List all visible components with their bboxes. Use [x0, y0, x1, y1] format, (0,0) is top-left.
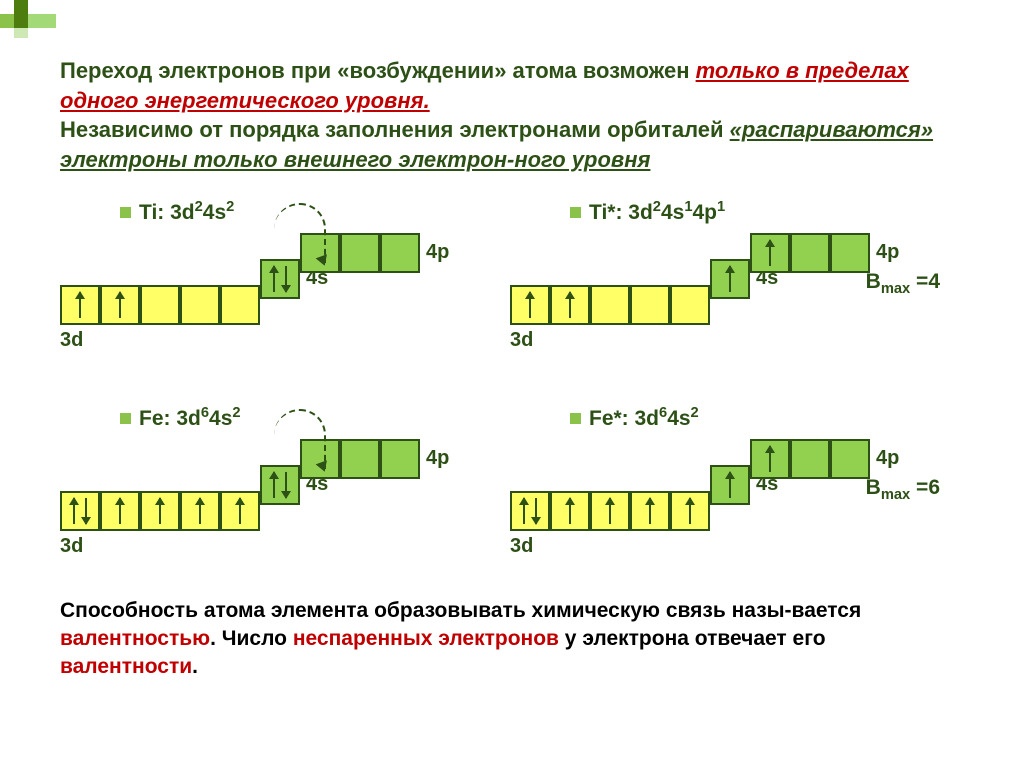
- orbital-box-3d: [60, 285, 100, 325]
- orbital-box-3d: [100, 285, 140, 325]
- orbital-box-4s: [710, 465, 750, 505]
- footer-r3: валентности: [60, 655, 192, 678]
- orbital-box-4s: [260, 259, 300, 299]
- orbital-box-3d: [630, 285, 670, 325]
- footer-p1: Способность атома элемента образовывать …: [60, 599, 861, 622]
- orbital-box-4s: [260, 465, 300, 505]
- formula-label: Fe: 3d64s2: [120, 405, 241, 431]
- formula-label: Fe*: 3d64s2: [570, 405, 699, 431]
- orbital-cell: Fe: 3d64s23d4s4p: [60, 405, 490, 575]
- excitation-arrow: [274, 203, 326, 263]
- orbital-box-4p: [340, 439, 380, 479]
- orbital-box-3d: [510, 285, 550, 325]
- diagram-0: Ti: 3d24s23d4s4p: [60, 199, 490, 369]
- footer-p3: у электрона отвечает его: [559, 627, 826, 650]
- orbital-box-4p: [790, 233, 830, 273]
- diagram-3: Fe*: 3d64s23d4s4pВmax =6: [510, 405, 940, 575]
- excitation-arrow: [274, 409, 326, 469]
- orbital-box-3d: [630, 491, 670, 531]
- orbital-label-3d: 3d: [510, 329, 533, 352]
- formula-label: Ti*: 3d24s14p1: [570, 199, 725, 225]
- footer-p2: . Число: [210, 627, 293, 650]
- orbital-label-4p: 4p: [876, 447, 899, 470]
- orbital-box-3d: [510, 491, 550, 531]
- slide-content: Переход электронов при «возбуждении» ато…: [0, 0, 1024, 702]
- orbital-label-3d: 3d: [60, 329, 83, 352]
- orbital-box-4p: [750, 233, 790, 273]
- orbital-box-3d: [180, 285, 220, 325]
- orbital-cell: Ti*: 3d24s14p13d4s4p: [510, 199, 858, 369]
- orbital-label-4p: 4p: [426, 447, 449, 470]
- bullet-icon: [120, 413, 131, 424]
- valence-max-label: Вmax =6: [866, 476, 940, 503]
- orbital-box-3d: [590, 491, 630, 531]
- orbital-box-3d: [220, 491, 260, 531]
- orbital-box-3d: [670, 285, 710, 325]
- orbital-box-3d: [60, 491, 100, 531]
- orbital-box-4p: [830, 439, 870, 479]
- footer-r2: неспаренных электронов: [293, 627, 559, 650]
- orbital-box-3d: [140, 285, 180, 325]
- footer-text: Способность атома элемента образовывать …: [60, 597, 964, 682]
- corner-decoration: [0, 0, 60, 40]
- footer-p4: .: [192, 655, 198, 678]
- orbital-box-3d: [550, 491, 590, 531]
- orbital-box-4p: [380, 233, 420, 273]
- orbital-box-3d: [590, 285, 630, 325]
- diagram-2: Fe: 3d64s23d4s4p: [60, 405, 490, 575]
- orbital-cell: Ti: 3d24s23d4s4p: [60, 199, 490, 369]
- orbital-label-4p: 4p: [426, 241, 449, 264]
- orbital-label-3d: 3d: [60, 535, 83, 558]
- heading-block: Переход электронов при «возбуждении» ато…: [60, 56, 964, 175]
- orbital-box-4p: [380, 439, 420, 479]
- footer-r1: валентностью: [60, 627, 210, 650]
- orbital-box-3d: [220, 285, 260, 325]
- orbital-box-3d: [100, 491, 140, 531]
- orbital-box-3d: [180, 491, 220, 531]
- heading-text-1: Переход электронов при «возбуждении» ато…: [60, 58, 696, 83]
- valence-max-label: Вmax =4: [866, 270, 940, 297]
- orbital-cell: Fe*: 3d64s23d4s4p: [510, 405, 858, 575]
- orbital-box-4s: [710, 259, 750, 299]
- orbital-label-3d: 3d: [510, 535, 533, 558]
- bullet-icon: [570, 413, 581, 424]
- orbital-box-3d: [550, 285, 590, 325]
- orbital-box-3d: [140, 491, 180, 531]
- orbital-box-4p: [340, 233, 380, 273]
- orbital-box-4p: [790, 439, 830, 479]
- diagram-grid: Ti: 3d24s23d4s4pTi*: 3d24s14p13d4s4pВmax…: [60, 199, 964, 575]
- orbital-label-4p: 4p: [876, 241, 899, 264]
- heading-text-2: Независимо от порядка заполнения электро…: [60, 117, 730, 142]
- orbital-box-4p: [830, 233, 870, 273]
- bullet-icon: [570, 207, 581, 218]
- orbital-box-4p: [750, 439, 790, 479]
- bullet-icon: [120, 207, 131, 218]
- diagram-1: Ti*: 3d24s14p13d4s4pВmax =4: [510, 199, 940, 369]
- orbital-box-3d: [670, 491, 710, 531]
- formula-label: Ti: 3d24s2: [120, 199, 234, 225]
